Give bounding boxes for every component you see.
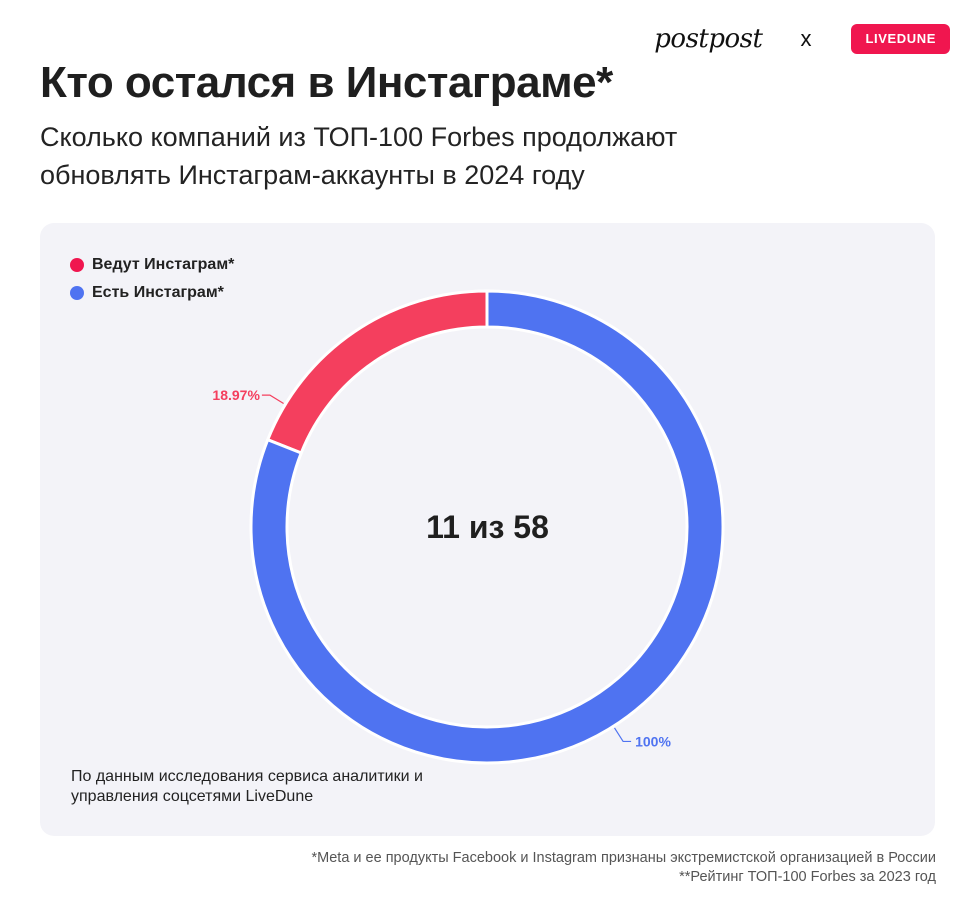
- page-subtitle: Сколько компаний из ТОП-100 Forbes продо…: [40, 122, 678, 190]
- legend-label-has: Есть Инстаграм*: [92, 284, 224, 301]
- brand-separator: x: [800, 26, 812, 51]
- legend-dot-red: [70, 258, 84, 272]
- footnote-forbes: **Рейтинг ТОП-100 Forbes за 2023 год: [679, 869, 936, 885]
- donut-label-has-leader: [614, 727, 632, 743]
- donut-label-active: 18.97%: [212, 387, 260, 403]
- donut-label-active-leader: [261, 394, 284, 404]
- donut-label-has: 100%: [635, 733, 671, 749]
- source-note: По данным исследования сервиса аналитики…: [71, 768, 423, 805]
- donut-slice-has: [249, 289, 725, 765]
- brand-row: postpost x LIVEDUNE: [654, 22, 950, 56]
- donut-center-label: 11 из 58: [426, 509, 549, 545]
- footnote-meta: *Meta и ее продукты Facebook и Instagram…: [311, 850, 936, 866]
- legend-item-active: Ведут Инстаграм*: [70, 251, 234, 279]
- legend-item-has: Есть Инстаграм*: [70, 279, 234, 307]
- postpost-logo: postpost: [654, 24, 763, 54]
- donut-slice-active: [265, 289, 489, 455]
- legend-label-active: Ведут Инстаграм*: [92, 256, 235, 273]
- page-title: Кто остался в Инстаграме*: [40, 58, 613, 107]
- chart-legend: Ведут Инстаграм* Есть Инстаграм*: [70, 251, 234, 307]
- legend-dot-blue: [70, 286, 84, 300]
- livedune-logo: LIVEDUNE: [851, 24, 950, 54]
- chart-panel: Ведут Инстаграм* Есть Инстаграм* 18.97% 1…: [40, 223, 935, 836]
- donut-chart: 18.97% 100%: [212, 289, 725, 765]
